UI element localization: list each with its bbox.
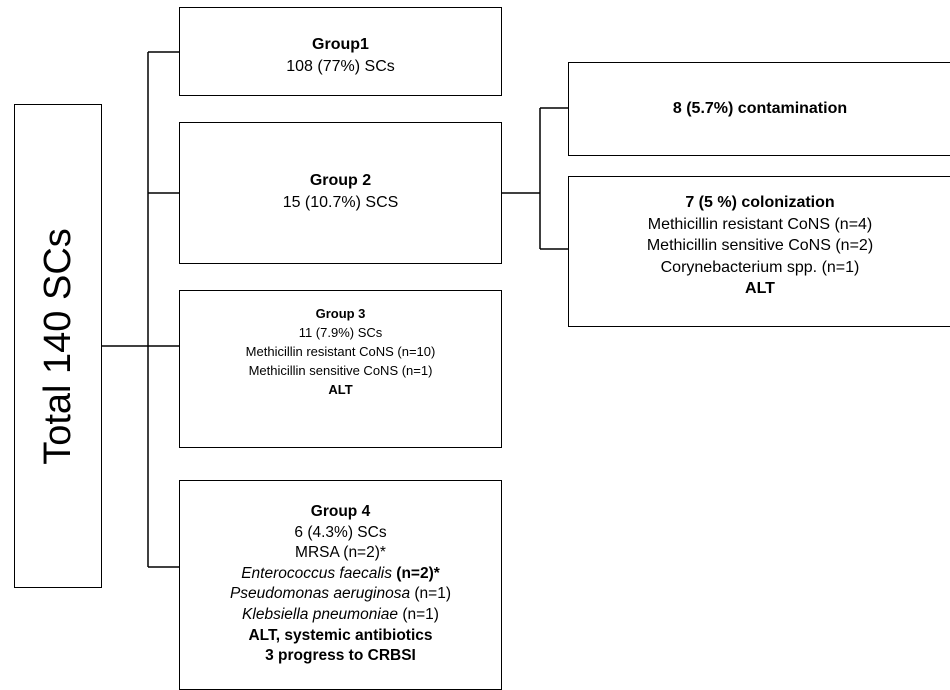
group4-organism: Enterococcus faecalis (n=2)* [180, 564, 501, 585]
organism-name: Pseudomonas aeruginosa [229, 585, 411, 603]
contamination-title: 8 (5.7%) contamination [672, 100, 848, 117]
group4-mrsa: MRSA (n=2)* [295, 544, 386, 562]
group4-treatment: ALT, systemic antibiotics [248, 626, 433, 644]
contamination-box: 8 (5.7%) contamination [568, 62, 950, 156]
group1-box: Group1 108 (77%) SCs [179, 7, 502, 96]
group4-organism: Pseudomonas aeruginosa (n=1) [180, 584, 501, 605]
organism-count: (n=2)* [391, 564, 440, 582]
group4-organism: Klebsiella pneumoniae (n=1) [180, 605, 501, 626]
group3-item: Methicillin sensitive CoNS (n=1) [248, 363, 433, 378]
organism-count: (n=1) [398, 605, 439, 623]
organism-name: Enterococcus faecalis [241, 564, 392, 582]
colonization-treatment: ALT [745, 280, 775, 297]
group4-box: Group 4 6 (4.3%) SCs MRSA (n=2)* Enteroc… [179, 480, 502, 690]
colonization-item: Methicillin sensitive CoNS (n=2) [646, 237, 874, 254]
group2-box: Group 2 15 (10.7%) SCS [179, 122, 502, 264]
organism-name: Klebsiella pneumoniae [242, 605, 399, 623]
group4-outcome: 3 progress to CRBSI [265, 647, 416, 665]
total-label: Total 140 SCs [36, 227, 79, 465]
colonization-title: 7 (5 %) colonization [685, 194, 835, 211]
group3-item: Methicillin resistant CoNS (n=10) [245, 344, 436, 359]
group1-title: Group1 [312, 36, 369, 53]
colonization-item: Methicillin resistant CoNS (n=4) [647, 215, 873, 233]
group1-count: 108 (77%) SCs [286, 58, 395, 75]
group3-count: 11 (7.9%) SCs [298, 325, 383, 340]
group4-title: Group 4 [310, 503, 371, 520]
group4-count: 6 (4.3%) SCs [294, 523, 387, 541]
group2-title: Group 2 [309, 172, 372, 189]
colonization-item: Corynebacterium spp. (n=1) [660, 258, 860, 276]
group2-count: 15 (10.7%) SCS [282, 194, 399, 211]
group3-box: Group 3 11 (7.9%) SCs Methicillin resist… [179, 290, 502, 448]
total-box: Total 140 SCs [14, 104, 102, 588]
group3-treatment: ALT [328, 382, 353, 397]
colonization-box: 7 (5 %) colonization Methicillin resista… [568, 176, 950, 327]
organism-count: (n=1) [410, 585, 452, 603]
group3-title: Group 3 [315, 306, 366, 321]
